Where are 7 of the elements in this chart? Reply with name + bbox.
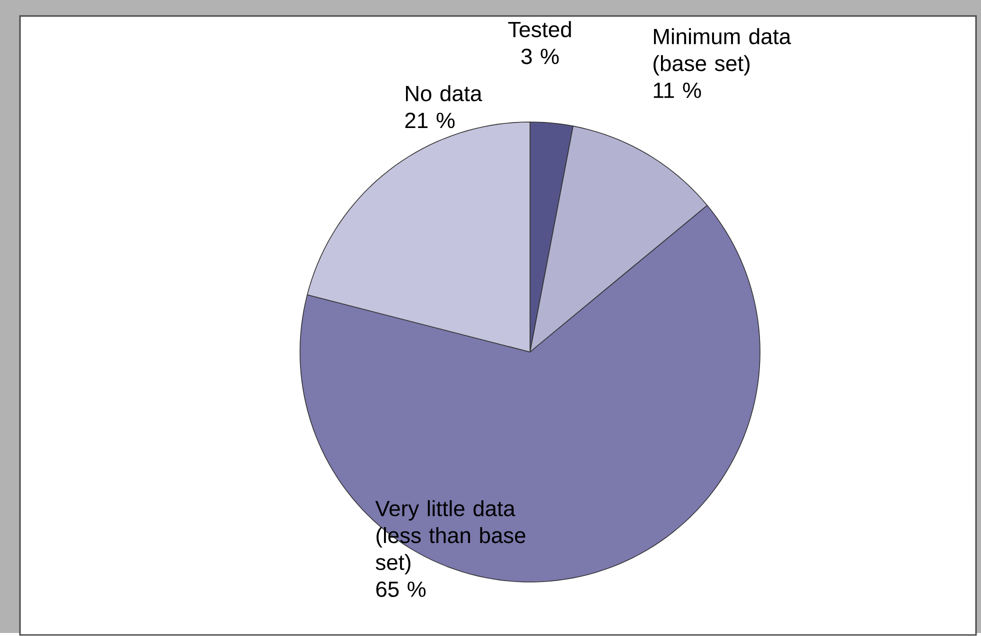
slice-label: No data bbox=[406, 85, 482, 102]
slice-label: Tested bbox=[508, 21, 571, 38]
data-label: 65 % bbox=[376, 582, 426, 598]
data-label: 11 % bbox=[654, 82, 701, 98]
data-label: 21 % bbox=[405, 112, 455, 128]
slice-label: Minimum data (base set) bbox=[654, 28, 792, 76]
data-label: 3 % bbox=[521, 48, 559, 64]
